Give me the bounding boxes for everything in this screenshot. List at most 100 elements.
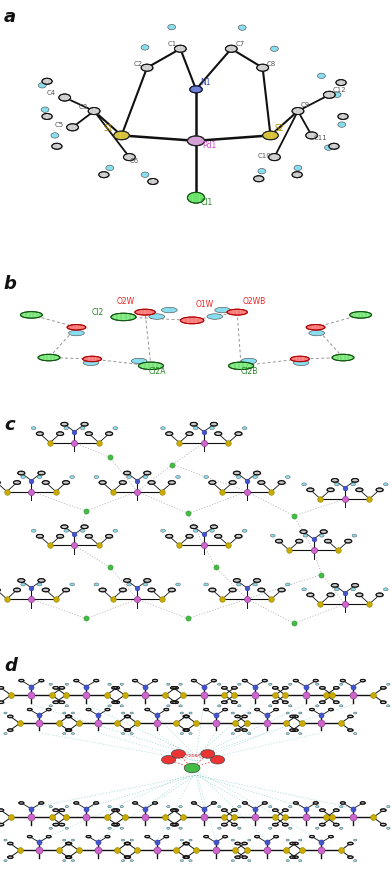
Ellipse shape [126, 857, 132, 860]
Circle shape [108, 683, 111, 686]
Point [114, 844, 120, 858]
Ellipse shape [323, 91, 335, 99]
Point [282, 688, 289, 702]
Ellipse shape [54, 687, 60, 690]
Ellipse shape [381, 701, 386, 703]
Circle shape [131, 358, 147, 364]
Point [83, 504, 89, 519]
Point [252, 802, 258, 816]
Ellipse shape [259, 589, 266, 592]
Circle shape [63, 733, 66, 734]
Circle shape [218, 805, 221, 807]
Ellipse shape [223, 687, 228, 690]
Point [221, 688, 227, 702]
Ellipse shape [274, 836, 278, 837]
Ellipse shape [66, 856, 72, 859]
Ellipse shape [67, 843, 72, 845]
Ellipse shape [328, 709, 333, 710]
Ellipse shape [42, 480, 49, 484]
Point [36, 844, 42, 858]
Ellipse shape [279, 589, 286, 592]
Ellipse shape [100, 172, 110, 178]
Ellipse shape [124, 729, 130, 732]
Ellipse shape [225, 45, 237, 52]
Ellipse shape [212, 803, 218, 805]
Ellipse shape [99, 588, 106, 591]
Ellipse shape [138, 362, 163, 369]
Point [303, 802, 309, 816]
Ellipse shape [233, 472, 240, 475]
Circle shape [64, 427, 69, 430]
Ellipse shape [341, 803, 347, 805]
Ellipse shape [259, 481, 266, 485]
Ellipse shape [125, 155, 136, 162]
Ellipse shape [335, 702, 340, 704]
Point [350, 810, 356, 824]
Circle shape [204, 583, 209, 586]
Ellipse shape [20, 803, 25, 805]
Circle shape [354, 733, 357, 734]
Text: a: a [4, 8, 16, 26]
Ellipse shape [330, 144, 340, 150]
Circle shape [65, 828, 69, 829]
Ellipse shape [86, 709, 91, 710]
Ellipse shape [292, 107, 304, 115]
Ellipse shape [95, 680, 100, 683]
Point [263, 844, 270, 858]
Ellipse shape [124, 715, 130, 718]
Ellipse shape [105, 535, 113, 538]
Ellipse shape [13, 588, 20, 591]
Ellipse shape [152, 802, 158, 805]
Ellipse shape [82, 526, 89, 529]
Ellipse shape [60, 810, 66, 813]
Ellipse shape [167, 535, 174, 539]
Point [303, 679, 309, 694]
Ellipse shape [276, 539, 283, 543]
Ellipse shape [319, 809, 325, 812]
Ellipse shape [112, 701, 117, 703]
Text: Cl2: Cl2 [92, 307, 104, 316]
Point [96, 538, 102, 552]
Ellipse shape [168, 480, 175, 484]
Ellipse shape [42, 588, 49, 591]
Ellipse shape [321, 530, 328, 535]
Ellipse shape [382, 810, 387, 813]
Ellipse shape [134, 803, 139, 805]
Ellipse shape [126, 843, 132, 845]
Point [95, 716, 101, 730]
Ellipse shape [230, 481, 237, 485]
Circle shape [248, 712, 251, 714]
Ellipse shape [223, 836, 227, 837]
Ellipse shape [148, 588, 155, 591]
Circle shape [231, 839, 234, 841]
Ellipse shape [229, 480, 236, 484]
Circle shape [189, 712, 192, 714]
Circle shape [71, 839, 74, 841]
Point [8, 688, 14, 702]
Ellipse shape [19, 472, 26, 476]
Ellipse shape [0, 481, 2, 485]
Circle shape [94, 583, 99, 586]
Ellipse shape [326, 540, 333, 543]
Point [244, 844, 250, 858]
Text: Cl2A: Cl2A [149, 367, 167, 376]
Ellipse shape [85, 432, 93, 435]
Point [83, 810, 89, 824]
Ellipse shape [284, 824, 289, 827]
Ellipse shape [210, 589, 217, 592]
Ellipse shape [38, 472, 45, 475]
Ellipse shape [107, 432, 114, 436]
Ellipse shape [311, 710, 316, 711]
Circle shape [4, 733, 7, 734]
Ellipse shape [142, 65, 154, 72]
Point [244, 581, 250, 595]
Circle shape [285, 583, 290, 586]
Ellipse shape [290, 856, 295, 859]
Ellipse shape [18, 579, 25, 583]
Point [232, 716, 238, 730]
Ellipse shape [236, 857, 241, 860]
Point [212, 716, 219, 730]
Ellipse shape [232, 823, 237, 826]
Point [252, 679, 258, 694]
Point [134, 473, 140, 488]
